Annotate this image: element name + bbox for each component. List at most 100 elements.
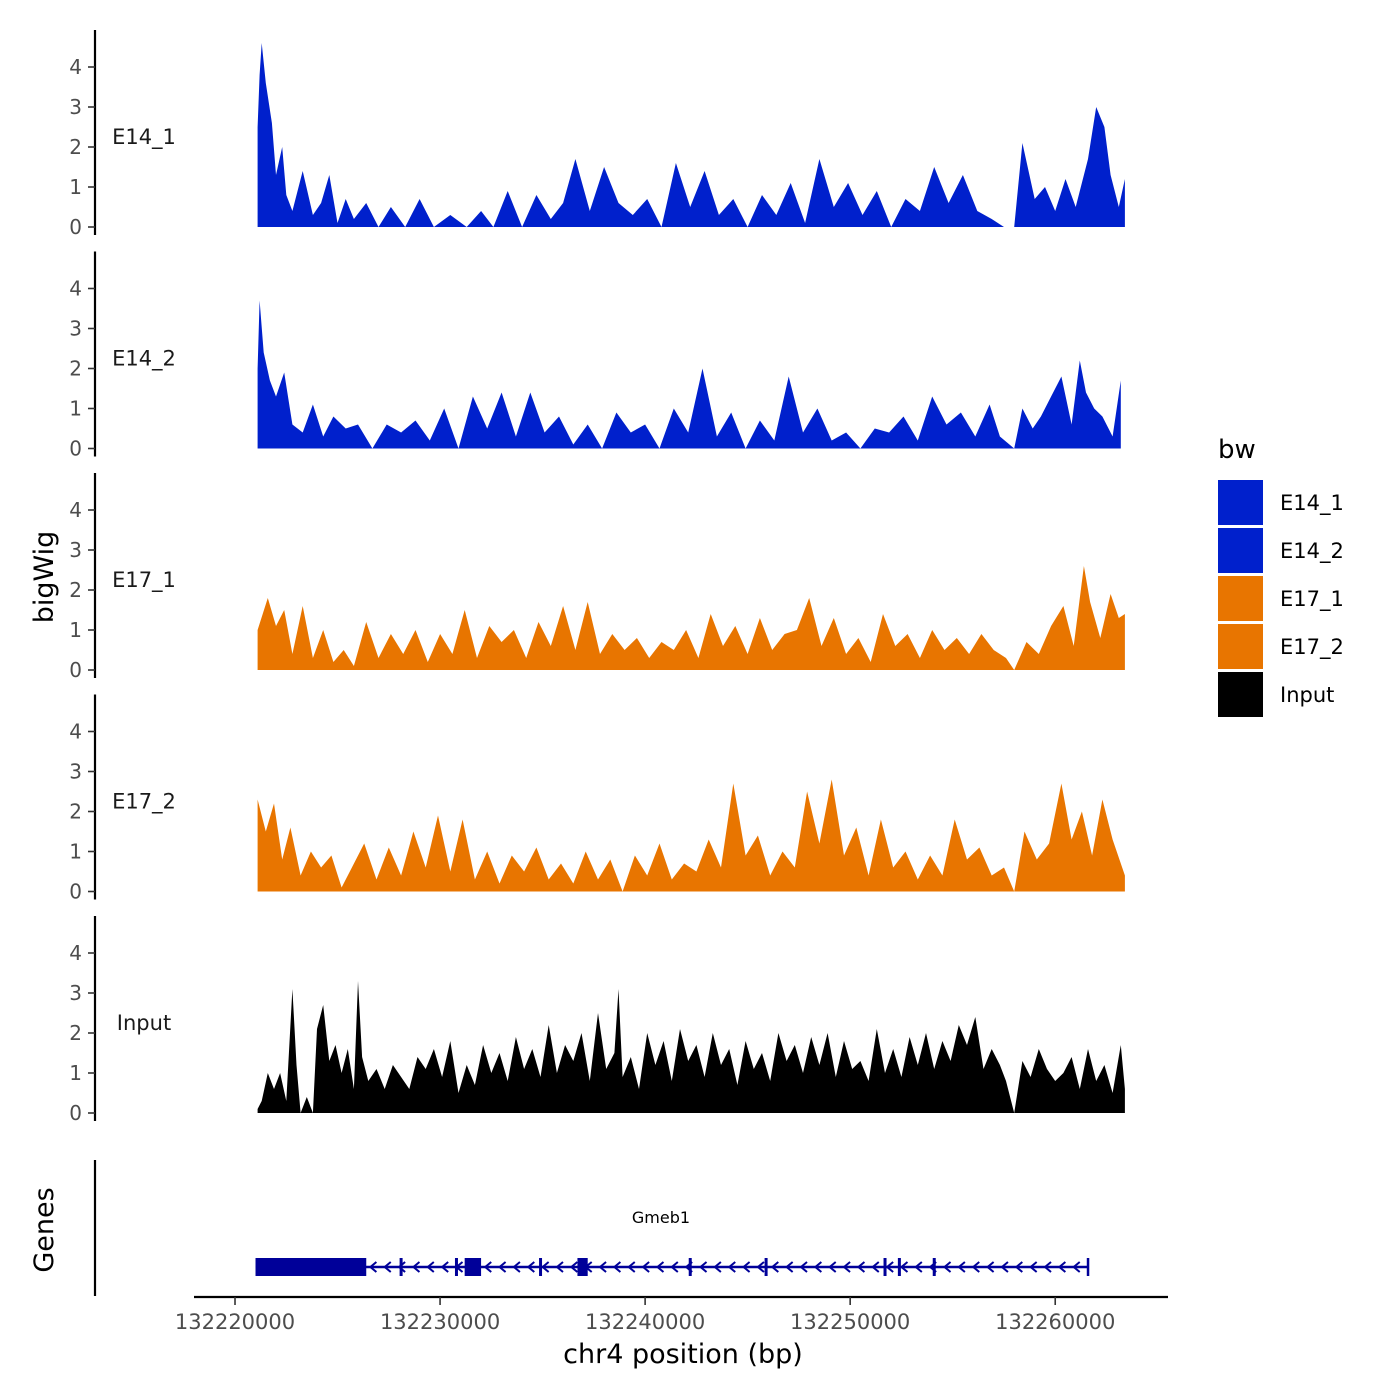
strand-arrow (756, 1261, 765, 1273)
strand-arrow (899, 1261, 909, 1273)
track-E14_2: 0 1 2 3 4 E14_2 (69, 251, 1121, 461)
strand-arrow (698, 1261, 708, 1273)
y-tick-label: 2 (69, 578, 82, 602)
strand-arrow (871, 1261, 880, 1273)
gene-exon (464, 1258, 482, 1276)
y-tick-label: 4 (69, 941, 82, 965)
strand-arrow (971, 1261, 980, 1273)
strand-arrow (957, 1261, 966, 1273)
strand-arrow (641, 1261, 650, 1273)
strand-arrow (813, 1261, 823, 1273)
strand-arrow (856, 1261, 866, 1273)
signal-area-E14_2 (257, 300, 1121, 449)
y-tick-label: 4 (69, 55, 82, 79)
y-tick-label: 2 (69, 800, 82, 824)
strand-arrow (986, 1261, 995, 1273)
y-tick-label: 2 (69, 1021, 82, 1045)
strand-arrow (397, 1261, 406, 1273)
strand-arrow (885, 1261, 894, 1273)
track-Input: 0 1 2 3 4 Input (69, 916, 1125, 1125)
y-tick-label: 0 (69, 215, 82, 239)
strand-arrow (383, 1261, 392, 1273)
track-label: E14_1 (112, 125, 176, 150)
track-E14_1: 0 1 2 3 4 E14_1 (69, 30, 1125, 239)
y-tick-label: 0 (69, 880, 82, 904)
strand-arrow (627, 1261, 636, 1273)
y-tick-label: 4 (69, 498, 82, 522)
y-axis-label: bigWig (29, 531, 60, 624)
track-label: E17_1 (112, 568, 176, 593)
legend-label: Input (1280, 683, 1334, 707)
x-tick-label: 132230000 (380, 1310, 500, 1334)
strand-arrow (713, 1261, 722, 1273)
legend-swatch-E14_2 (1218, 528, 1263, 573)
gene-label: Gmeb1 (632, 1208, 690, 1227)
x-tick-label: 132240000 (585, 1310, 705, 1334)
legend-label: E14_1 (1280, 491, 1344, 516)
track-E17_1: 0 1 2 3 4 E17_1 (69, 473, 1125, 682)
strand-arrow (1014, 1261, 1023, 1273)
strand-arrow (1043, 1261, 1052, 1273)
y-tick-label: 2 (69, 135, 82, 159)
legend-swatch-E17_1 (1218, 576, 1263, 621)
y-tick-label: 0 (69, 658, 82, 682)
strand-arrow (1057, 1261, 1067, 1273)
legend-label: E14_2 (1280, 539, 1344, 564)
legend-swatch-E17_2 (1218, 624, 1263, 669)
strand-arrow (512, 1261, 521, 1273)
y-tick-label: 3 (69, 538, 82, 562)
strand-arrow (942, 1261, 952, 1273)
legend-label: E17_2 (1280, 635, 1344, 660)
x-axis-label: chr4 position (bp) (563, 1339, 803, 1370)
strand-arrow (842, 1261, 851, 1273)
y-tick-label: 4 (69, 277, 82, 301)
strand-arrow (426, 1261, 435, 1273)
strand-arrow (742, 1261, 751, 1273)
track-label: E17_2 (112, 790, 176, 815)
y-tick-label: 3 (69, 981, 82, 1005)
track-label: E14_2 (112, 347, 176, 372)
strand-arrow (555, 1261, 564, 1273)
signal-area-E14_1 (257, 43, 1125, 227)
x-tick-label: 132260000 (995, 1310, 1115, 1334)
strand-arrow (770, 1261, 779, 1273)
legend-title: bw (1218, 435, 1256, 465)
strand-arrow (1000, 1261, 1009, 1273)
track-label: Input (117, 1011, 171, 1035)
strand-arrow (569, 1261, 578, 1273)
strand-arrow (440, 1261, 449, 1273)
x-tick-label: 132220000 (175, 1310, 295, 1334)
strand-arrow (612, 1261, 622, 1273)
legend: bw E14_1 E14_2 E17_1 E17_2 Input (1218, 435, 1344, 717)
strand-arrow (785, 1261, 794, 1273)
strand-arrow (368, 1261, 378, 1273)
legend-label: E17_1 (1280, 587, 1344, 612)
y-tick-label: 3 (69, 317, 82, 341)
strand-arrow (526, 1261, 535, 1273)
strand-arrow (483, 1261, 492, 1273)
y-tick-label: 1 (69, 397, 82, 421)
y-tick-label: 2 (69, 357, 82, 381)
signal-area-E17_2 (257, 779, 1125, 892)
y-tick-label: 4 (69, 720, 82, 744)
strand-arrow (1029, 1261, 1038, 1273)
y-tick-label: 1 (69, 175, 82, 199)
tracks-group: 0 1 2 3 4 E14_1 0 1 2 3 4 E14_2 0 1 2 3 4 E17_1 0 1 2 3 4 E17_2… (69, 30, 1125, 1125)
strand-arrow (799, 1261, 808, 1273)
legend-swatch-E14_1 (1218, 480, 1263, 525)
signal-area-E17_1 (257, 566, 1125, 670)
y-tick-label: 1 (69, 1061, 82, 1085)
x-tick-label: 132250000 (790, 1310, 910, 1334)
strand-arrow (914, 1261, 923, 1273)
legend-swatch-Input (1218, 672, 1263, 717)
y-tick-label: 0 (69, 437, 82, 461)
strand-arrow (498, 1261, 507, 1273)
strand-arrow (670, 1261, 679, 1273)
strand-arrow (541, 1261, 550, 1273)
genes-track: Gmeb1 (93, 1160, 1090, 1296)
track-E17_2: 0 1 2 3 4 E17_2 (69, 694, 1125, 904)
genes-axis-label: Genes (29, 1187, 60, 1272)
strand-arrow (411, 1261, 421, 1273)
signal-area-Input (257, 981, 1125, 1113)
